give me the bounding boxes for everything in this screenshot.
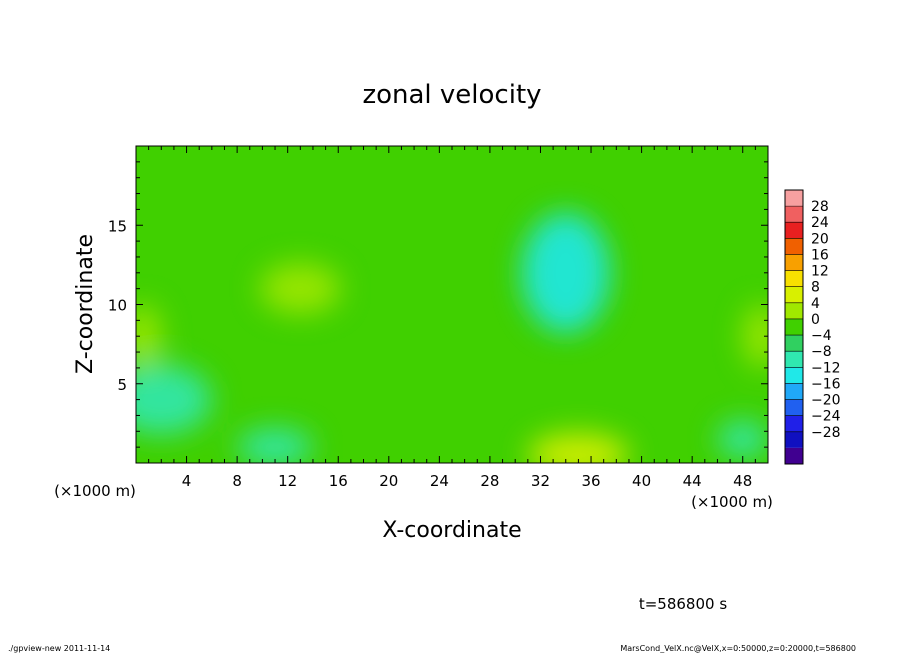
x-unit-left: (×1000 m) <box>54 482 136 500</box>
colorbar-segment <box>785 335 803 352</box>
x-tick-label: 20 <box>379 472 398 490</box>
colorbar-segment <box>785 286 803 303</box>
x-unit-right: (×1000 m) <box>691 493 773 511</box>
x-tick-label: 32 <box>531 472 550 490</box>
time-annotation: t=586800 s <box>639 595 727 613</box>
field-patch-orange-patch-bottom <box>527 432 629 463</box>
colorbar-segment <box>785 383 803 400</box>
colorbar-label: −12 <box>811 360 841 376</box>
x-tick-label: 28 <box>480 472 499 490</box>
field-patch-yellow-green-patch <box>259 263 341 315</box>
chart-title: zonal velocity <box>362 80 541 110</box>
y-tick-label: 5 <box>117 376 127 394</box>
colorbar-label: −8 <box>811 344 832 360</box>
colorbar-segment <box>785 190 803 207</box>
colorbar-segment <box>785 447 803 464</box>
colorbar-label: −16 <box>811 376 841 392</box>
colorbar-segment <box>785 318 803 336</box>
x-tick-label: 12 <box>278 472 297 490</box>
x-tick-label: 24 <box>430 472 449 490</box>
colorbar-label: −4 <box>811 328 832 344</box>
colorbar-label: 16 <box>811 247 829 263</box>
colorbar-label: −28 <box>811 425 841 441</box>
colorbar-segment <box>785 431 803 448</box>
field-patch-cyan-patch-upper-mid <box>521 212 610 334</box>
plot-area <box>136 146 768 463</box>
field-patch-yellow-green-left-edge <box>136 304 162 368</box>
y-axis-label: Z-coordinate <box>73 234 98 374</box>
colorbar-label: 4 <box>811 296 820 312</box>
colorbar-label: 28 <box>811 199 829 215</box>
field-patch-cyan-patch-lower-left <box>136 364 212 435</box>
colorbar-segment <box>785 415 803 432</box>
field-patches <box>136 212 768 463</box>
footer-right: MarsCond_VelX.nc@VelX,x=0:50000,z=0:2000… <box>620 644 856 653</box>
x-tick-label: 48 <box>733 472 752 490</box>
colorbar-segment <box>785 399 803 416</box>
colorbar-label: 0 <box>811 312 820 328</box>
colorbar-segment <box>785 222 803 239</box>
x-tick-label: 8 <box>232 472 242 490</box>
colorbar-segment <box>785 254 803 271</box>
x-tick-label: 4 <box>182 472 192 490</box>
colorbar-label: 8 <box>811 280 820 296</box>
colorbar-label: −24 <box>811 409 841 425</box>
x-axis-label: X-coordinate <box>382 518 521 543</box>
colorbar-segment <box>785 206 803 223</box>
colorbar-segment <box>785 367 803 384</box>
x-tick-label: 40 <box>632 472 651 490</box>
colorbar-segment <box>785 238 803 255</box>
y-tick-label: 15 <box>108 217 127 235</box>
field-base <box>136 146 768 463</box>
x-tick-label: 36 <box>581 472 600 490</box>
field-patch-cyan-right-edge <box>717 420 768 459</box>
colorbar-label: 20 <box>811 231 829 247</box>
field-patch-cyan-patch-bottom <box>237 428 313 463</box>
x-axis: 4 8 12 16 20 24 28 32 36 40 44 48 <box>148 146 756 490</box>
y-axis: 5 10 15 <box>108 161 768 448</box>
x-tick-label: 16 <box>329 472 348 490</box>
x-tick-label: 44 <box>683 472 702 490</box>
colorbar-frame <box>784 189 804 465</box>
colorbar-segment <box>785 302 803 319</box>
colorbar-label: −20 <box>811 393 841 409</box>
colorbar-label: 12 <box>811 264 829 280</box>
colorbar-segment <box>785 351 803 368</box>
colorbar-label: 24 <box>811 215 829 231</box>
field-patch-yellow-green-right-edge <box>742 304 768 368</box>
colorbar-segment <box>785 270 803 287</box>
y-tick-label: 10 <box>108 297 127 315</box>
footer-left: ./gpview-new 2011-11-14 <box>8 644 110 653</box>
